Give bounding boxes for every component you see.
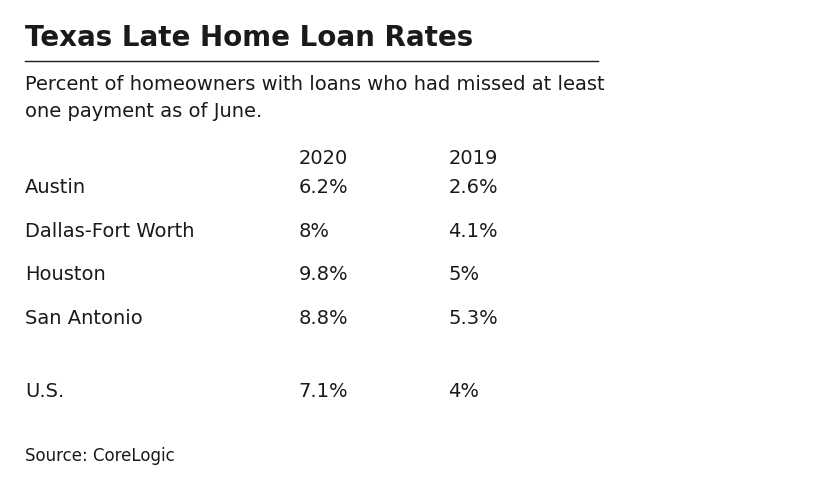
Text: Percent of homeowners with loans who had missed at least: Percent of homeowners with loans who had… xyxy=(25,75,604,94)
Text: 8%: 8% xyxy=(299,222,330,241)
Text: 2.6%: 2.6% xyxy=(448,178,498,197)
Text: 4.1%: 4.1% xyxy=(448,222,498,241)
Text: 9.8%: 9.8% xyxy=(299,265,349,284)
Text: 5%: 5% xyxy=(448,265,480,284)
Text: Source: CoreLogic: Source: CoreLogic xyxy=(25,447,174,465)
Text: Houston: Houston xyxy=(25,265,105,284)
Text: 2020: 2020 xyxy=(299,149,348,168)
Text: Texas Late Home Loan Rates: Texas Late Home Loan Rates xyxy=(25,24,473,52)
Text: 6.2%: 6.2% xyxy=(299,178,349,197)
Text: Dallas-Fort Worth: Dallas-Fort Worth xyxy=(25,222,194,241)
Text: 4%: 4% xyxy=(448,382,479,401)
Text: 7.1%: 7.1% xyxy=(299,382,349,401)
Text: 2019: 2019 xyxy=(448,149,497,168)
Text: 8.8%: 8.8% xyxy=(299,309,349,328)
Text: Austin: Austin xyxy=(25,178,86,197)
Text: one payment as of June.: one payment as of June. xyxy=(25,102,262,121)
Text: San Antonio: San Antonio xyxy=(25,309,143,328)
Text: U.S.: U.S. xyxy=(25,382,64,401)
Text: 5.3%: 5.3% xyxy=(448,309,498,328)
